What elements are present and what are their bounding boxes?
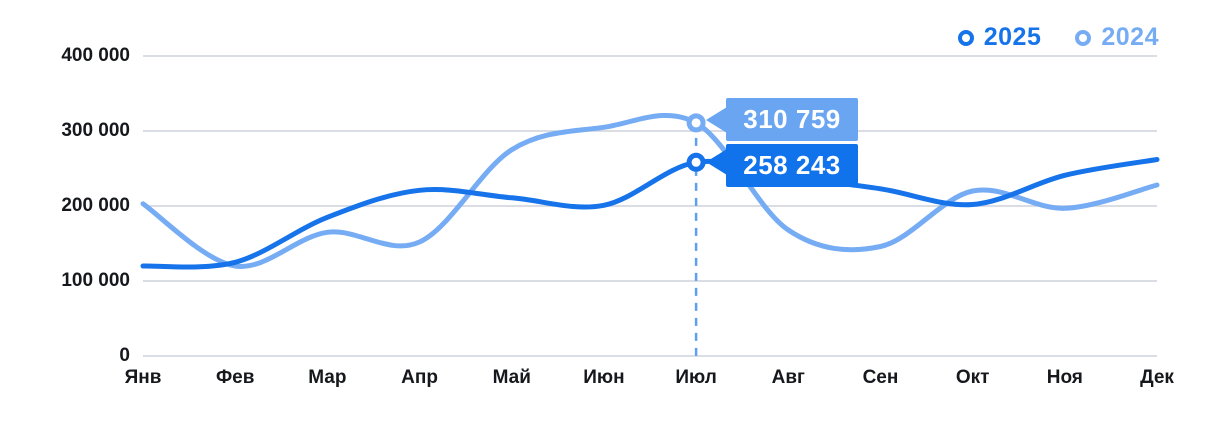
series-line-2024[interactable] <box>140 113 1160 269</box>
x-tick-label-Мар: Мар <box>308 367 347 388</box>
tooltip-2025-value: 258 243 <box>743 150 841 180</box>
x-tick-label-Май: Май <box>492 367 531 388</box>
legend-item-2024[interactable]: 2024 <box>1075 23 1159 52</box>
marker-2025[interactable] <box>686 152 706 172</box>
marker-2024[interactable] <box>686 113 706 133</box>
legend-item-2025[interactable]: 2025 <box>957 23 1042 52</box>
chart-legend: 2025 2024 <box>957 23 1159 52</box>
legend-item-label: 2024 <box>1101 23 1159 51</box>
tooltip-2025-arrow <box>706 149 727 175</box>
x-tick-label-Сен: Сен <box>862 367 899 388</box>
y-tick-label: 400 000 <box>61 45 130 66</box>
y-tick-label: 200 000 <box>61 195 130 216</box>
x-tick-label-Дек: Дек <box>1140 367 1174 388</box>
x-tick-label-Авг: Авг <box>771 367 805 388</box>
y-tick-label: 300 000 <box>61 120 130 141</box>
x-tick-label-Янв: Янв <box>124 367 162 388</box>
x-tick-label-Июл: Июл <box>675 367 717 388</box>
x-tick-label-Ноя: Ноя <box>1046 367 1083 388</box>
legend-item-label: 2025 <box>983 23 1042 51</box>
tooltip-2024-arrow <box>706 107 727 133</box>
tooltip-2024-value: 310 759 <box>743 104 841 134</box>
y-tick-label: 0 <box>119 345 130 366</box>
x-tick-label-Фев: Фев <box>215 367 255 388</box>
x-tick-label-Июн: Июн <box>583 367 625 388</box>
tooltip-2024: 310 759 <box>706 98 858 141</box>
x-tick-label-Окт: Окт <box>955 367 990 388</box>
x-tick-label-Апр: Апр <box>401 367 438 388</box>
tooltip-2025: 258 243 <box>706 144 858 187</box>
y-tick-label: 100 000 <box>61 270 130 291</box>
series-line-2025[interactable] <box>140 157 1160 270</box>
legend-ring-icon <box>957 29 974 46</box>
legend-ring-icon <box>1075 29 1092 46</box>
